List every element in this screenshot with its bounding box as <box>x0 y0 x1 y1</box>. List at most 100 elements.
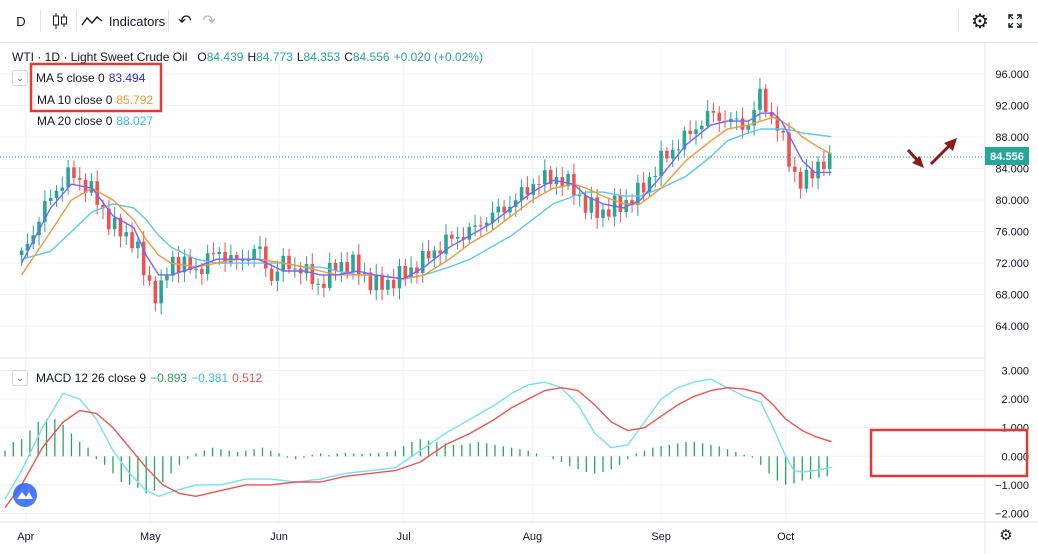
ma5-legend[interactable]: ⌄ MA 5 close 0 83.494 <box>12 70 145 86</box>
candle-body <box>252 248 256 260</box>
candle-body <box>636 182 640 206</box>
candle-body <box>804 169 809 189</box>
price-tick-label: 64.000 <box>995 321 1029 333</box>
indicators-button[interactable]: Indicators <box>80 0 166 42</box>
candle-body <box>147 275 152 281</box>
indicators-label: Indicators <box>108 13 166 29</box>
time-tick-label: Aug <box>523 531 543 543</box>
candle-body <box>345 262 349 273</box>
candle-body <box>287 255 291 270</box>
candle-body <box>368 272 373 291</box>
axis-settings-gear-icon[interactable]: ⚙ <box>999 527 1012 544</box>
candle-body <box>717 112 722 122</box>
candle-body <box>258 246 262 249</box>
collapse-legend-chevron-icon[interactable]: ⌄ <box>12 70 28 86</box>
candle-body <box>769 111 774 117</box>
candle-body <box>339 262 344 272</box>
candle-body <box>211 253 216 255</box>
candle-body <box>356 254 361 275</box>
candle-body <box>43 201 47 222</box>
candle-body <box>48 198 53 202</box>
candle-body <box>374 274 379 291</box>
ma5-value: 83.494 <box>108 71 146 85</box>
candle-body <box>246 259 251 261</box>
candle-body <box>793 166 797 172</box>
tradingview-logo-icon <box>13 483 37 507</box>
ma20-legend[interactable]: MA 20 close 0 88.027 <box>37 114 153 128</box>
macd-label: MACD 12 26 close 9 <box>36 371 147 385</box>
ma5-line <box>20 112 832 280</box>
time-tick-label: Apr <box>17 531 34 543</box>
candle-body <box>188 256 193 270</box>
candle-body <box>641 182 646 193</box>
macd-hist-value: −0.893 <box>150 371 188 385</box>
candle-body <box>734 118 739 120</box>
candle-body <box>688 130 692 134</box>
macd-highlight-box <box>869 428 1029 478</box>
candle-body <box>653 175 658 178</box>
candle-body <box>589 197 594 213</box>
candle-body <box>502 206 506 213</box>
candle-body <box>694 129 698 134</box>
price-tick-label: 80.000 <box>995 195 1029 207</box>
candle-body <box>316 283 320 285</box>
candle-body <box>775 116 780 131</box>
top-toolbar: D Indicators ↶ ↷ ⚙ <box>0 0 1038 43</box>
gear-icon[interactable]: ⚙ <box>971 10 989 33</box>
redo-icon[interactable]: ↷ <box>202 13 216 30</box>
undo-icon[interactable]: ↶ <box>178 13 192 30</box>
macd-legend[interactable]: ⌄ MACD 12 26 close 9 −0.893 −0.381 0.512 <box>12 370 262 386</box>
axes: 96.000 92.000 88.000 84.000 80.000 76.000 72.0… <box>17 69 1029 543</box>
interval-button[interactable]: D <box>16 13 26 29</box>
ma20-label: MA 20 close 0 <box>37 114 113 128</box>
candle-body <box>77 178 82 180</box>
ohlc-close: C84.556 <box>344 50 390 64</box>
candle-body <box>72 167 76 179</box>
candle-body <box>310 264 315 285</box>
candle-body <box>159 280 163 304</box>
symbol-header: WTI · 1D · Light Sweet Crude Oil O84.439… <box>12 50 483 64</box>
price-tick-label: 84.000 <box>995 163 1029 175</box>
candle-body <box>758 88 762 110</box>
ma20-line <box>21 128 832 280</box>
candle-body <box>200 268 204 274</box>
candle-body <box>124 232 129 237</box>
candle-body <box>543 170 547 185</box>
candle-body <box>223 251 227 263</box>
candle-body <box>403 266 408 278</box>
toolbar-divider <box>76 10 77 32</box>
last-price-badge-text: 84.556 <box>990 151 1024 163</box>
price-chart[interactable]: 96.000 92.000 88.000 84.000 80.000 76.000 72.0… <box>0 42 1038 554</box>
candle-body <box>490 212 495 223</box>
candle-body <box>112 217 117 230</box>
fullscreen-icon[interactable] <box>1000 0 1030 42</box>
time-tick-label: Sep <box>651 531 671 543</box>
macd-tick-label: −2.000 <box>995 508 1029 520</box>
arrow-up-annotation <box>929 138 957 166</box>
time-tick-label: Jul <box>397 531 411 543</box>
candle-body <box>601 209 605 218</box>
candle-body <box>409 267 413 278</box>
collapse-macd-chevron-icon[interactable]: ⌄ <box>12 370 28 386</box>
candle-body <box>461 237 466 240</box>
candle-body <box>816 161 820 179</box>
candle-body <box>699 125 704 130</box>
ma10-legend[interactable]: MA 10 close 0 85.792 <box>37 93 153 107</box>
macd-tick-label: 0.000 <box>1001 451 1029 463</box>
candle-body <box>705 110 710 126</box>
candle-body <box>217 251 222 255</box>
candlestick-style-icon[interactable] <box>48 0 72 42</box>
candle-body <box>473 225 477 227</box>
symbol-name[interactable]: WTI · 1D · Light Sweet Crude Oil <box>12 50 188 64</box>
candle-body <box>467 226 472 240</box>
macd-line <box>4 378 832 500</box>
candle-body <box>606 209 611 217</box>
ma-legend-highlight-box <box>29 62 163 113</box>
candle-body <box>182 256 187 273</box>
toolbar-divider <box>958 10 959 32</box>
candle-body <box>322 283 326 288</box>
candle-body <box>746 125 751 130</box>
macd-tick-label: 2.000 <box>1001 394 1029 406</box>
price-tick-label: 96.000 <box>995 69 1029 81</box>
candle-body <box>426 250 431 259</box>
